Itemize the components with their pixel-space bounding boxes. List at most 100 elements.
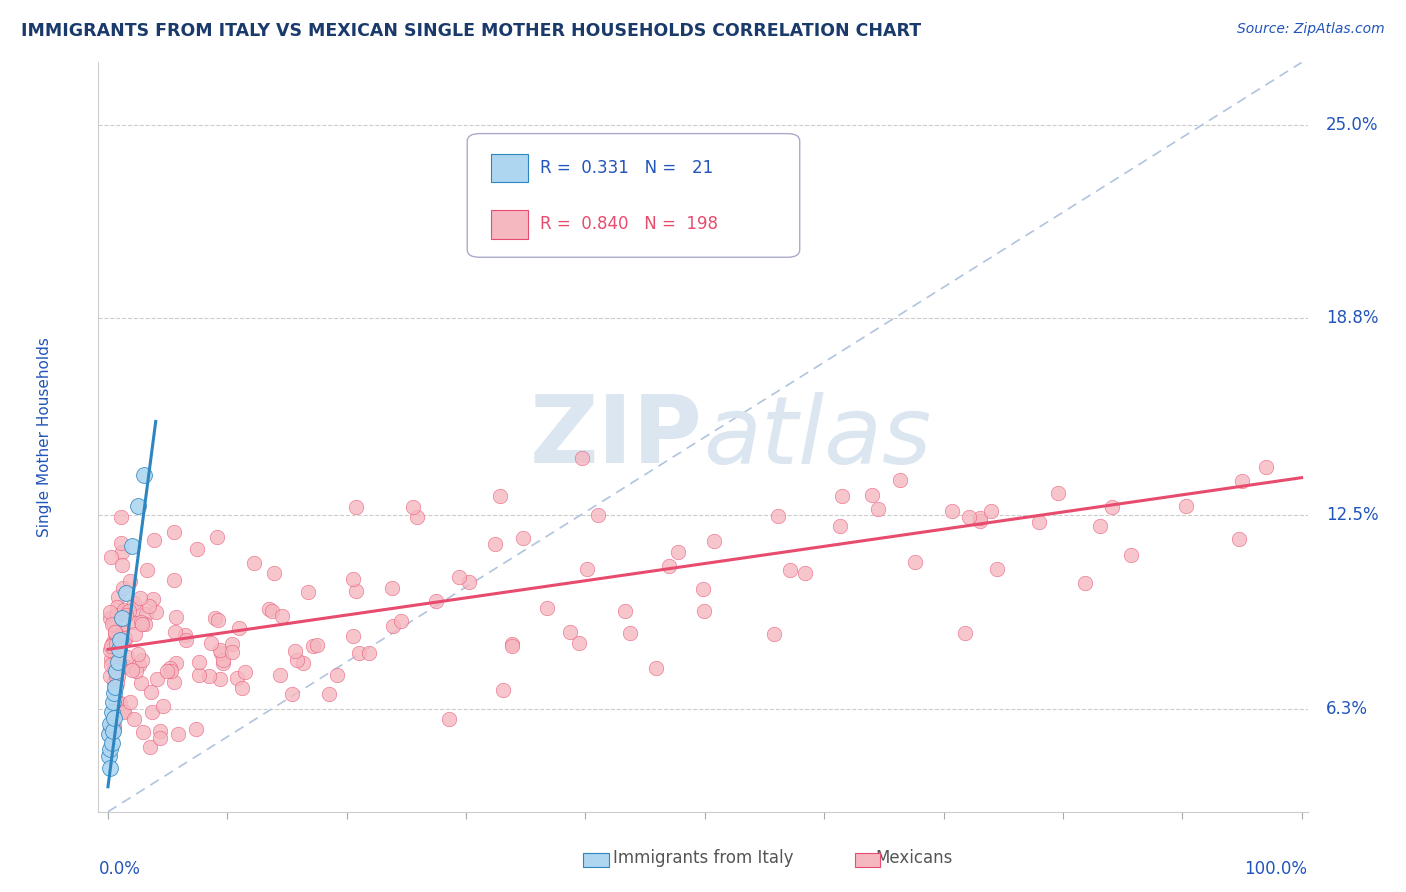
Text: ZIP: ZIP [530, 391, 703, 483]
Text: 6.3%: 6.3% [1326, 699, 1368, 718]
Point [114, 705, 136, 719]
Point [292, 656, 315, 670]
Point [101, 635, 124, 649]
Point [325, 668, 347, 682]
Point [1227, 533, 1250, 547]
Text: 25.0%: 25.0% [1326, 116, 1378, 134]
Point [98, 726, 121, 740]
Point [107, 655, 129, 669]
Point [405, 510, 427, 524]
Text: R =  0.331   N =   21: R = 0.331 N = 21 [540, 159, 713, 178]
Point [134, 617, 156, 632]
Point [105, 665, 128, 679]
Point [668, 545, 690, 559]
Point [488, 489, 510, 503]
Point [243, 556, 266, 570]
Point [1230, 474, 1253, 488]
Point [501, 637, 523, 651]
Point [112, 581, 135, 595]
Point [357, 646, 380, 660]
Point [103, 675, 125, 690]
Point [766, 508, 789, 523]
Point [263, 566, 285, 581]
Point [98, 748, 121, 763]
Point [104, 680, 127, 694]
Point [149, 723, 172, 738]
Point [122, 615, 145, 629]
Point [619, 626, 641, 640]
Point [484, 537, 506, 551]
Point [115, 608, 138, 623]
Point [184, 722, 207, 736]
Point [131, 652, 153, 666]
Point [969, 511, 991, 525]
Point [98, 606, 121, 620]
Point [101, 723, 124, 738]
Point [103, 610, 125, 624]
Point [165, 656, 187, 670]
Point [103, 719, 125, 733]
Point [692, 582, 714, 597]
Point [381, 582, 404, 596]
Point [209, 646, 232, 660]
Point [138, 599, 160, 613]
Text: 12.5%: 12.5% [1326, 506, 1378, 524]
Point [145, 605, 167, 619]
Point [105, 608, 128, 623]
Point [980, 504, 1002, 518]
Point [107, 642, 129, 657]
Point [449, 570, 471, 584]
Point [105, 599, 128, 614]
Point [287, 653, 309, 667]
Point [98, 642, 121, 657]
Point [120, 695, 142, 709]
Point [318, 687, 340, 701]
Point [122, 596, 145, 610]
Point [212, 656, 235, 670]
Point [98, 717, 121, 731]
Point [104, 626, 127, 640]
Point [104, 694, 127, 708]
Point [208, 642, 231, 657]
Point [111, 558, 134, 572]
Point [114, 658, 136, 673]
Point [301, 639, 323, 653]
Text: 0.0%: 0.0% [98, 861, 141, 879]
Point [141, 685, 163, 699]
Point [903, 555, 925, 569]
Point [779, 563, 801, 577]
Point [100, 639, 122, 653]
Point [568, 636, 591, 650]
Bar [492, 153, 527, 182]
Point [110, 509, 132, 524]
Point [128, 658, 150, 673]
Point [344, 584, 367, 599]
Text: atlas: atlas [703, 392, 931, 483]
Point [100, 716, 122, 731]
Point [762, 626, 785, 640]
Point [969, 515, 991, 529]
Point [269, 668, 291, 682]
Point [127, 499, 149, 513]
Point [221, 645, 243, 659]
Point [98, 742, 121, 756]
Text: 18.8%: 18.8% [1326, 310, 1378, 327]
Point [401, 500, 423, 514]
Point [100, 550, 122, 565]
Point [160, 664, 183, 678]
Point [110, 659, 132, 673]
Text: Single Mother Households: Single Mother Households [37, 337, 52, 537]
Point [305, 638, 328, 652]
Point [101, 616, 124, 631]
Point [108, 696, 131, 710]
Point [124, 627, 146, 641]
Point [259, 601, 281, 615]
Point [125, 664, 148, 678]
Point [173, 628, 195, 642]
Point [143, 533, 166, 547]
Text: Source: ZipAtlas.com: Source: ZipAtlas.com [1237, 22, 1385, 37]
Point [98, 668, 121, 682]
Point [108, 633, 131, 648]
Point [860, 488, 883, 502]
Point [957, 510, 980, 524]
